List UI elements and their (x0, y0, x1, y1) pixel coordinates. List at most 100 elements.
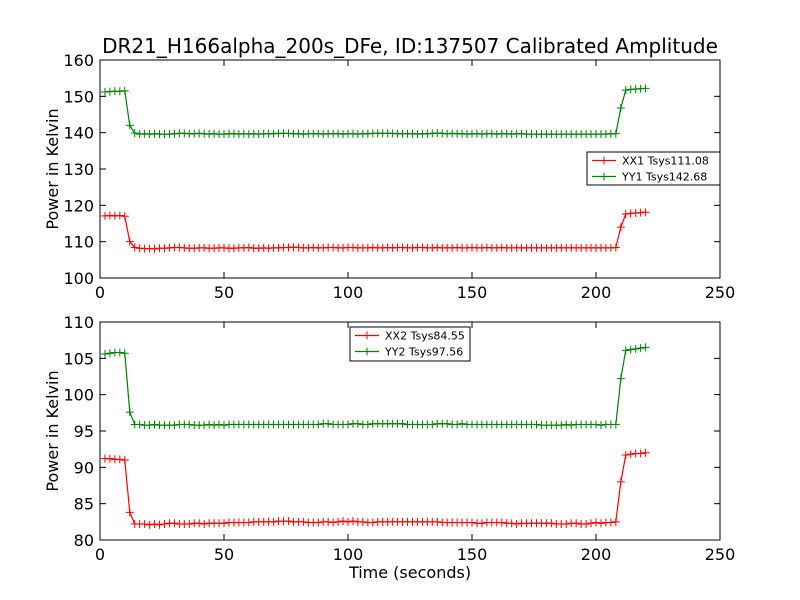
data-point-marker (611, 517, 620, 526)
data-point-marker (170, 519, 179, 528)
data-point-marker (443, 419, 452, 428)
series-2 (100, 343, 650, 430)
data-point-marker (200, 421, 209, 430)
data-point-marker (616, 477, 625, 486)
y-tick-label: 105 (63, 349, 94, 368)
y-axis-label: Power in Kelvin (43, 370, 62, 491)
data-point-marker (636, 449, 645, 458)
x-axis-label: Time (seconds) (348, 563, 471, 582)
data-point-marker (120, 349, 129, 358)
legend-marker (363, 331, 371, 340)
data-point-marker (339, 517, 348, 526)
data-point-marker (562, 520, 571, 529)
y-tick-label: 110 (63, 313, 94, 332)
data-point-marker (641, 208, 650, 217)
data-point-marker (557, 421, 566, 430)
data-point-marker (621, 450, 630, 459)
data-point-marker (621, 346, 630, 355)
data-point-marker (368, 518, 377, 527)
data-point-marker (195, 519, 204, 528)
data-point-marker (621, 210, 630, 219)
data-point-marker (344, 420, 352, 429)
top-panel: 0 50 100 150 200 250 100 110 120 130 140 150 160 Powe… (43, 51, 735, 302)
data-point-marker (611, 420, 620, 429)
y-tick-label: 110 (63, 233, 94, 252)
data-point-marker (150, 244, 159, 253)
data-point-marker (636, 344, 645, 353)
y-axis-label: Power in Kelvin (43, 108, 62, 229)
data-point-marker (269, 517, 278, 526)
series-1 (100, 208, 650, 253)
x-tick-label: 100 (333, 283, 364, 302)
legend-marker (363, 347, 371, 356)
data-point-marker (284, 517, 293, 526)
data-point-marker (205, 420, 214, 429)
y-tick-label: 90 (74, 458, 94, 477)
x-tick-label: 50 (214, 545, 234, 564)
data-point-marker (220, 519, 228, 528)
data-point-marker (299, 517, 308, 526)
legend: XX1 Tsys111.08 YY1 Tsys142.68 (586, 151, 721, 186)
data-point-marker (220, 421, 228, 430)
data-point-marker (125, 237, 134, 246)
y-tick-label: 150 (63, 87, 94, 106)
y-tick-label: 120 (63, 196, 94, 215)
data-point-marker (170, 421, 179, 430)
legend-label: XX1 Tsys111.08 (622, 155, 709, 168)
data-point-marker (433, 517, 442, 526)
data-point-marker (398, 419, 407, 428)
data-point-marker (512, 520, 521, 529)
data-point-marker (348, 517, 357, 526)
legend-marker (600, 172, 608, 181)
data-point-marker (626, 345, 635, 354)
data-point-marker (244, 518, 253, 527)
data-point-marker (155, 520, 164, 529)
data-point-marker (582, 520, 591, 529)
data-point-marker (120, 212, 129, 221)
data-point-marker (120, 456, 129, 465)
legend-marker (600, 156, 608, 165)
data-point-marker (363, 420, 372, 429)
x-tick-label: 250 (705, 545, 736, 564)
data-point-marker (497, 518, 506, 527)
data-point-marker (210, 421, 219, 430)
data-point-marker (572, 519, 581, 528)
data-point-marker (105, 454, 114, 463)
data-point-marker (200, 520, 209, 529)
y-tick-label: 160 (63, 51, 94, 70)
data-point-marker (145, 520, 154, 529)
data-point-marker (641, 448, 650, 457)
data-point-marker (562, 420, 571, 429)
data-point-marker (314, 518, 323, 527)
data-point-marker (611, 243, 620, 252)
data-point-marker (125, 508, 134, 517)
y-tick-label: 100 (63, 386, 94, 405)
data-point-marker (477, 519, 486, 528)
data-point-marker (458, 419, 467, 428)
data-point-marker (160, 520, 169, 529)
x-tick-label: 150 (457, 283, 488, 302)
data-point-marker (105, 349, 114, 358)
data-point-marker (596, 421, 605, 430)
data-point-marker (353, 419, 362, 428)
data-point-marker (115, 455, 124, 464)
data-point-marker (150, 420, 159, 429)
data-point-marker (185, 420, 194, 429)
data-point-marker (135, 420, 144, 429)
data-point-marker (125, 121, 134, 130)
data-point-marker (115, 348, 124, 357)
data-point-marker (616, 374, 625, 383)
data-point-marker (606, 518, 615, 527)
chart-title: DR21_H166alpha_200s_DFe, ID:137507 Calib… (102, 34, 718, 58)
data-point-marker (641, 343, 650, 352)
data-point-marker (631, 344, 640, 353)
x-tick-label: 150 (457, 545, 488, 564)
x-tick-label: 250 (705, 283, 736, 302)
data-point-marker (244, 243, 253, 252)
data-point-marker (428, 420, 437, 429)
data-point-marker (329, 518, 338, 527)
data-point-marker (587, 519, 596, 528)
data-point-marker (115, 211, 124, 220)
